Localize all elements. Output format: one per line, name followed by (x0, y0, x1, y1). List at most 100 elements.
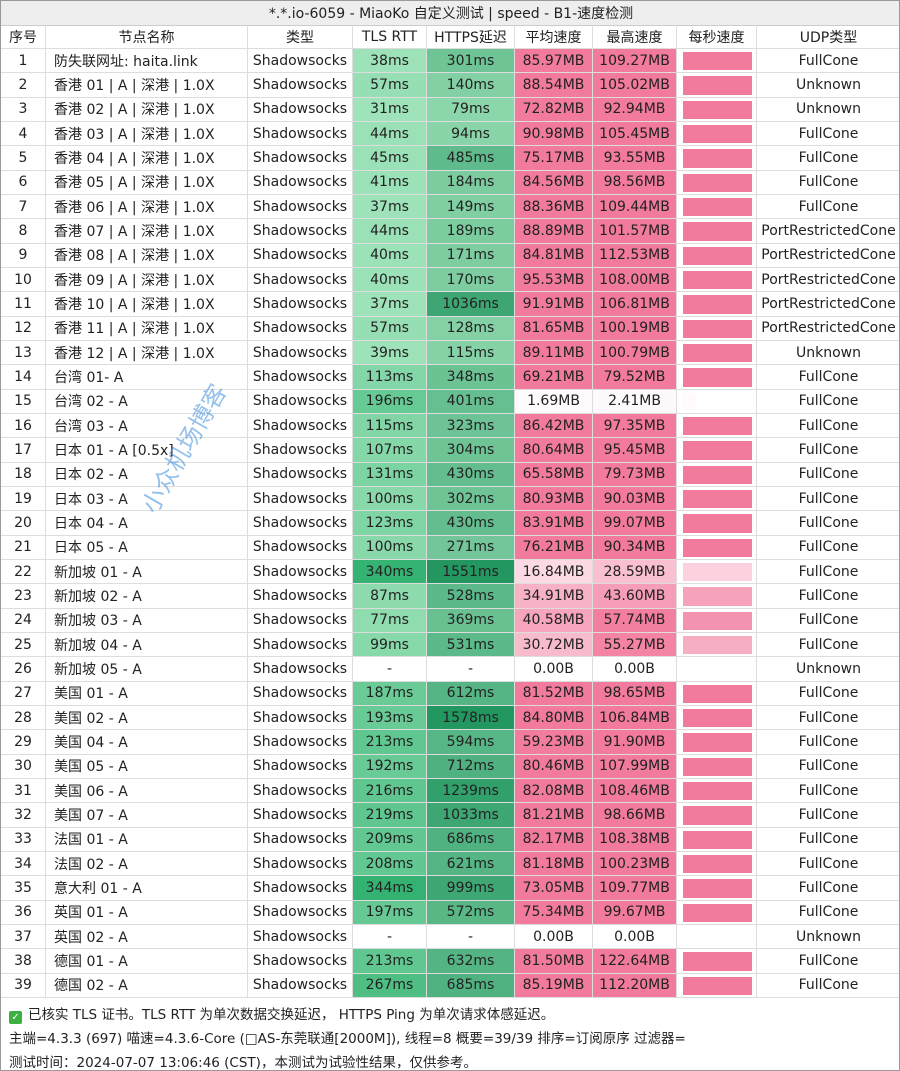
speed-graph (677, 414, 757, 439)
table-cell: 81.50MB (515, 949, 593, 974)
column-header: UDP类型 (757, 25, 899, 49)
table-cell: 31ms (353, 97, 427, 122)
speed-graph (677, 925, 757, 950)
speed-graph (677, 49, 757, 74)
table-cell: 90.03MB (593, 487, 677, 512)
speed-graph (677, 219, 757, 244)
table-cell: Shadowsocks (248, 681, 353, 706)
table-cell: 12 (1, 316, 46, 341)
table-cell: 115ms (353, 414, 427, 439)
table-cell: 69.21MB (515, 365, 593, 390)
speed-graph (677, 122, 757, 147)
node-name: 台湾 02 - A (46, 389, 248, 414)
table-cell: 84.80MB (515, 706, 593, 731)
speed-graph-fill (683, 709, 752, 728)
table-cell: 108.38MB (593, 827, 677, 852)
table-cell: FullCone (757, 511, 899, 536)
table-cell: 105.45MB (593, 122, 677, 147)
table-cell: 84.81MB (515, 243, 593, 268)
node-name: 英国 01 - A (46, 900, 248, 925)
table-cell: Shadowsocks (248, 973, 353, 998)
column-header: 最高速度 (593, 25, 677, 49)
node-name: 美国 07 - A (46, 803, 248, 828)
table-cell: 77ms (353, 608, 427, 633)
speed-graph (677, 608, 757, 633)
table-cell: 28 (1, 706, 46, 731)
node-name: 日本 04 - A (46, 511, 248, 536)
speed-graph-fill (683, 198, 752, 217)
speed-graph (677, 462, 757, 487)
speed-graph (677, 681, 757, 706)
speed-graph (677, 341, 757, 366)
node-name: 防失联网址: haita.link (46, 49, 248, 74)
table-cell: Shadowsocks (248, 219, 353, 244)
table-cell: 98.65MB (593, 681, 677, 706)
table-cell: 685ms (427, 973, 515, 998)
table-cell: 27 (1, 681, 46, 706)
table-cell: 38 (1, 949, 46, 974)
node-name: 日本 05 - A (46, 535, 248, 560)
table-cell: Shadowsocks (248, 900, 353, 925)
table-cell: FullCone (757, 852, 899, 877)
node-name: 香港 10 | A | 深港 | 1.0X (46, 292, 248, 317)
column-header: HTTPS延迟 (427, 25, 515, 49)
table-cell: Shadowsocks (248, 754, 353, 779)
table-cell: 271ms (427, 535, 515, 560)
table-cell: 9 (1, 243, 46, 268)
table-cell: 531ms (427, 633, 515, 658)
table-cell: 109.27MB (593, 49, 677, 74)
table-cell: 213ms (353, 949, 427, 974)
table-cell: Shadowsocks (248, 389, 353, 414)
node-name: 香港 01 | A | 深港 | 1.0X (46, 73, 248, 98)
footer-line: 主端=4.3.3 (697) 喵速=4.3.6-Core (□AS-东莞联通[2… (9, 1031, 686, 1047)
table-cell: Shadowsocks (248, 462, 353, 487)
table-cell: 34 (1, 852, 46, 877)
table-cell: FullCone (757, 487, 899, 512)
speed-graph (677, 657, 757, 682)
table-cell: 40ms (353, 268, 427, 293)
table-cell: Shadowsocks (248, 779, 353, 804)
node-name: 新加坡 05 - A (46, 657, 248, 682)
table-cell: 1.69MB (515, 389, 593, 414)
table-cell: 97.35MB (593, 414, 677, 439)
speed-graph-fill (683, 246, 752, 265)
table-cell: 1239ms (427, 779, 515, 804)
table-cell: 401ms (427, 389, 515, 414)
table-cell: 16 (1, 414, 46, 439)
table-cell: Shadowsocks (248, 876, 353, 901)
table-cell: 369ms (427, 608, 515, 633)
table-cell: 632ms (427, 949, 515, 974)
speed-graph-fill (683, 52, 752, 71)
node-name: 美国 06 - A (46, 779, 248, 804)
table-cell: 1036ms (427, 292, 515, 317)
table-cell: FullCone (757, 122, 899, 147)
table-cell: Shadowsocks (248, 925, 353, 950)
table-cell: 106.81MB (593, 292, 677, 317)
table-cell: 20 (1, 511, 46, 536)
table-cell: 83.91MB (515, 511, 593, 536)
table-cell: FullCone (757, 876, 899, 901)
speed-graph-fill (683, 417, 752, 436)
table-cell: 99.07MB (593, 511, 677, 536)
table-cell: 38ms (353, 49, 427, 74)
footer-text: 已核实 TLS 证书。TLS RTT 为单次数据交换延迟， HTTPS Ping… (28, 1007, 555, 1023)
table-cell: 21 (1, 535, 46, 560)
node-name: 香港 12 | A | 深港 | 1.0X (46, 341, 248, 366)
speed-graph-fill (683, 514, 752, 533)
table-cell: Shadowsocks (248, 633, 353, 658)
speed-graph-fill (683, 490, 752, 509)
node-name: 美国 02 - A (46, 706, 248, 731)
column-header: 序号 (1, 25, 46, 49)
table-cell: 184ms (427, 170, 515, 195)
node-name: 台湾 01- A (46, 365, 248, 390)
table-cell: Unknown (757, 73, 899, 98)
table-cell: 37ms (353, 195, 427, 220)
column-header: 类型 (248, 25, 353, 49)
table-cell: Shadowsocks (248, 122, 353, 147)
table-cell: 105.02MB (593, 73, 677, 98)
speed-graph-fill (683, 976, 752, 995)
table-cell: FullCone (757, 560, 899, 585)
table-cell: 1033ms (427, 803, 515, 828)
table-cell: 79.52MB (593, 365, 677, 390)
table-cell: Shadowsocks (248, 438, 353, 463)
